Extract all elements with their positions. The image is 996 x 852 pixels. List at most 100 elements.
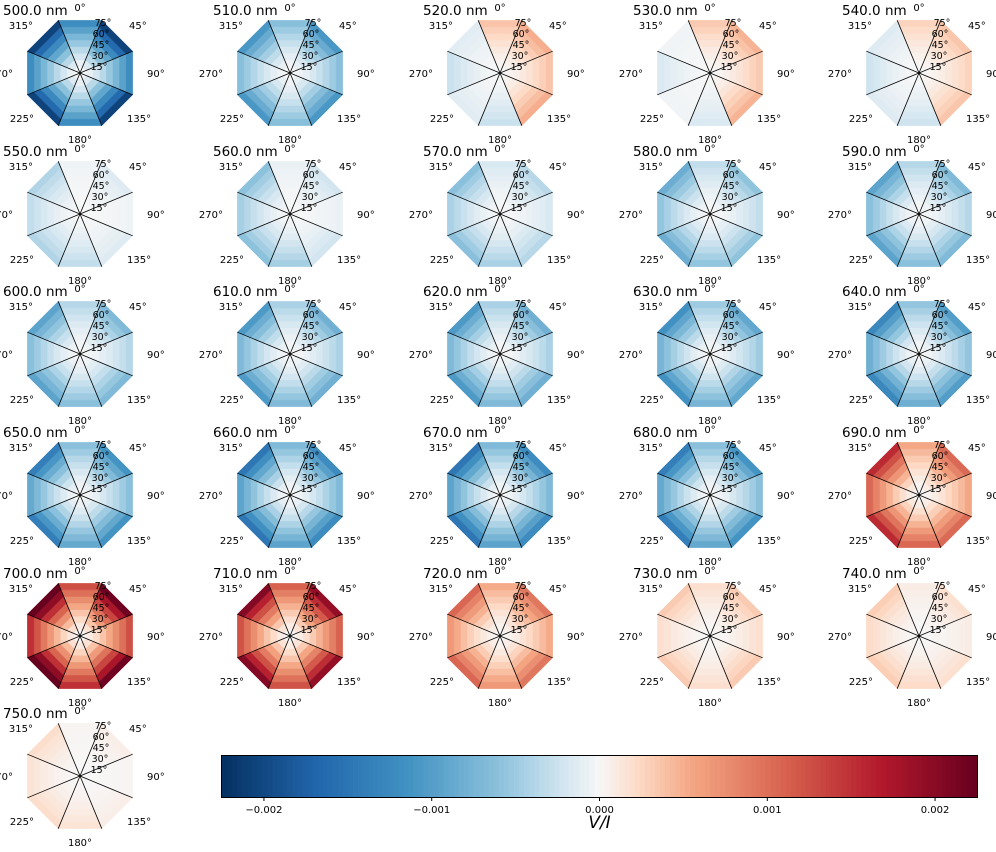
colorbar-swatch xyxy=(881,756,887,797)
azimuth-label: 270° xyxy=(0,69,13,80)
azimuth-label: 315° xyxy=(848,584,872,595)
colorbar-swatch xyxy=(649,756,656,797)
sector-cell xyxy=(872,475,880,515)
colorbar-swatch xyxy=(423,756,429,797)
polar-panel: 540.0 nm 0° 45° 90° 135° 180° 225° 270° 315° 75°6… xyxy=(828,3,996,146)
azimuth-label: 45° xyxy=(759,443,777,454)
sector-cell xyxy=(335,331,343,377)
azimuth-label: 0° xyxy=(704,3,715,14)
sector-cell xyxy=(63,33,97,41)
colorbar-swatch xyxy=(805,756,812,797)
azimuth-label: 180° xyxy=(278,416,302,427)
polar-panel: 610.0 nm 0° 45° 90° 135° 180° 225° 270° 315° 75°6… xyxy=(199,284,375,427)
colorbar-swatch xyxy=(831,756,837,797)
sector-cell xyxy=(447,472,455,518)
azimuth-label: 180° xyxy=(907,416,931,427)
zenith-label: 30° xyxy=(302,192,319,203)
sector-boundary xyxy=(79,613,133,637)
sector-cell xyxy=(488,655,512,663)
sector-cell xyxy=(690,393,730,401)
zenith-label: 75° xyxy=(725,299,742,310)
sector-boundary xyxy=(477,353,501,407)
sector-boundary xyxy=(79,775,103,829)
azimuth-label: 270° xyxy=(619,632,643,643)
colorbar-swatch xyxy=(443,756,450,797)
zenith-label: 45° xyxy=(513,321,530,332)
azimuth-label: 225° xyxy=(10,395,34,406)
azimuth-label: 315° xyxy=(639,584,663,595)
sector-cell xyxy=(322,478,330,512)
sector-cell xyxy=(53,483,61,507)
sector-boundary xyxy=(267,442,291,496)
zenith-label: 45° xyxy=(303,603,320,614)
sector-boundary xyxy=(267,301,291,355)
sector-cell xyxy=(57,118,103,126)
zenith-label: 75° xyxy=(515,299,532,310)
sector-cell xyxy=(66,461,94,469)
panel-title: 510.0 nm xyxy=(213,3,278,19)
sector-cell xyxy=(545,472,553,518)
panel-title: 540.0 nm xyxy=(842,3,907,19)
sector-cell xyxy=(539,53,547,93)
sector-cell xyxy=(693,596,727,604)
colorbar-swatch xyxy=(871,756,877,797)
sector-cell xyxy=(866,191,874,237)
sector-cell xyxy=(453,334,461,374)
sector-boundary xyxy=(237,494,291,518)
sector-cell xyxy=(112,337,120,371)
colorbar-swatch xyxy=(488,756,495,797)
zenith-label: 75° xyxy=(515,18,532,29)
panel-title: 720.0 nm xyxy=(423,566,488,582)
azimuth-label: 90° xyxy=(147,772,165,783)
sector-cell xyxy=(486,180,514,188)
sector-cell xyxy=(27,472,35,518)
azimuth-label: 45° xyxy=(968,584,986,595)
azimuth-label: 225° xyxy=(640,536,664,547)
zenith-label: 45° xyxy=(303,462,320,473)
sector-cell xyxy=(698,92,722,100)
colorbar-swatch xyxy=(463,756,470,797)
azimuth-label: 270° xyxy=(409,350,433,361)
sector-cell xyxy=(907,327,931,335)
sector-boundary xyxy=(918,191,972,215)
zenith-label: 60° xyxy=(932,29,949,40)
azimuth-label: 270° xyxy=(619,350,643,361)
colorbar-swatch xyxy=(629,756,636,797)
colorbar-swatch xyxy=(654,756,661,797)
azimuth-label: 315° xyxy=(219,584,243,595)
azimuth-label: 135° xyxy=(966,255,990,266)
sector-cell xyxy=(698,46,722,54)
sector-cell xyxy=(46,481,54,509)
sector-boundary xyxy=(447,635,501,659)
azimuth-label: 0° xyxy=(913,284,924,295)
sector-cell xyxy=(250,337,258,371)
sector-cell xyxy=(696,521,724,529)
azimuth-label: 90° xyxy=(147,350,165,361)
sector-cell xyxy=(964,191,972,237)
sector-cell xyxy=(60,534,100,542)
zenith-label: 60° xyxy=(723,29,740,40)
azimuth-label: 45° xyxy=(129,443,147,454)
sector-cell xyxy=(273,246,307,254)
colorbar-swatch xyxy=(222,756,228,797)
colorbar-swatch xyxy=(302,756,309,797)
sector-cell xyxy=(698,327,722,335)
zenith-label: 60° xyxy=(303,451,320,462)
zenith-label: 60° xyxy=(513,310,530,321)
azimuth-label: 135° xyxy=(966,536,990,547)
zenith-label: 30° xyxy=(92,614,109,625)
sector-cell xyxy=(532,619,540,653)
sector-cell xyxy=(250,619,258,653)
sector-cell xyxy=(57,821,103,829)
colorbar-swatch xyxy=(800,756,807,797)
sector-boundary xyxy=(709,161,733,215)
sector-cell xyxy=(905,99,933,107)
sector-cell xyxy=(335,613,343,659)
colorbar-swatch xyxy=(664,756,671,797)
sector-cell xyxy=(899,675,939,683)
sector-cell xyxy=(477,681,523,689)
sector-cell xyxy=(329,475,337,515)
sector-cell xyxy=(33,194,41,234)
zenith-label: 30° xyxy=(92,192,109,203)
